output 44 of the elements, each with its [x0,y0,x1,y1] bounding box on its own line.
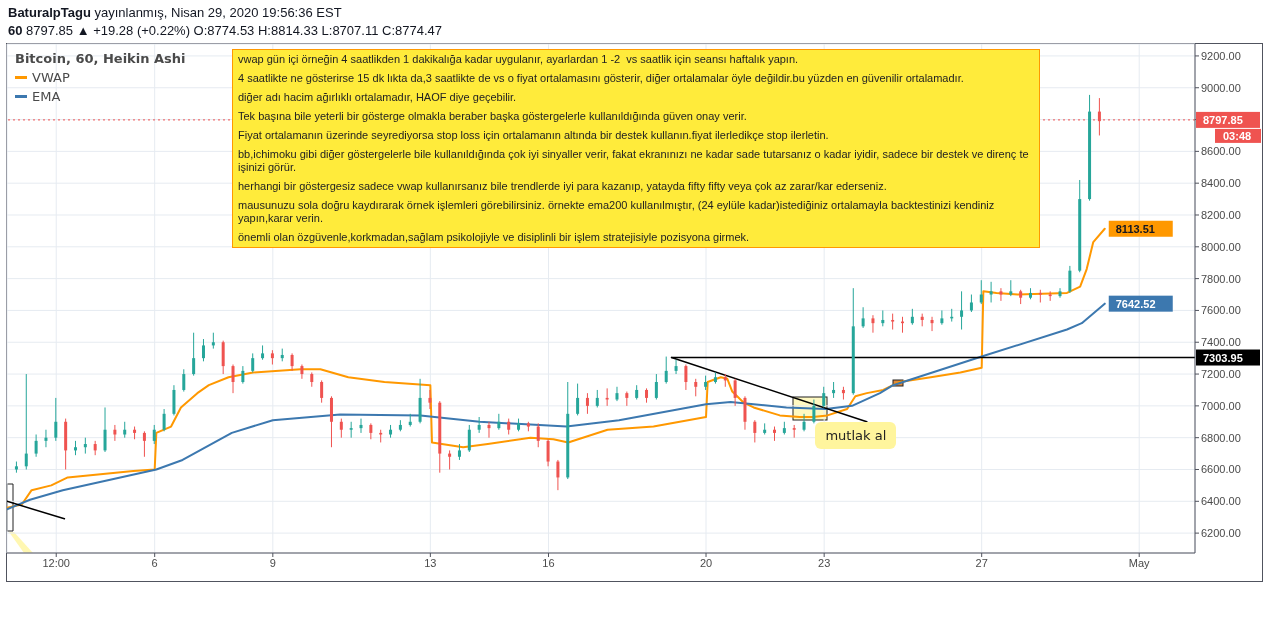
text: 03:48 [1223,129,1252,142]
y-tick-label: 6800.00 [1201,431,1241,444]
x-tick-label: 23 [818,556,831,569]
data-label: 8113.51 [1115,222,1155,235]
y-tick-label: 7600.00 [1201,304,1241,317]
y-tick-label: 6600.00 [1201,463,1241,476]
annotation: Fiyat ortalamanın üzerinde seyrediyorsa stop loss için ortalamanın altında bir destek kullanın.fiyat ilerledikçe stop ilerletin. [238,129,829,141]
annotation: mausunuzu sola doğru kaydırarak örnek işlemleri görebilirsiniz. örnekte ema200 kullanılmıştır, (24 eylüle kadar)istediğiniz ortalamayla backtestinizi kendiniz yapın,karar verin. [238,199,996,224]
y-tick-label: 9200.00 [1201,49,1241,62]
data-label: 7642.52 [1115,297,1156,310]
legend-label: EMA [32,89,61,104]
text: BaturalpTagu yayınlanmış, Nisan 29, 2020 19:56:36 EST [8,5,342,20]
y-tick-label: 8400.00 [1201,177,1241,190]
y-tick-label: 7200.00 [1201,367,1241,380]
text: 60 8797.85 ▲ +19.28 (+0.22%) O:8774.53 H:8814.33 L:8707.11 C:8774.47 [8,23,443,38]
text: Bitcoin, 60, Heikin Ashi [15,51,186,66]
x-tick-label: May [1128,556,1151,569]
annotation: 4 saatlikte ne gösterirse 15 dk lıkta da,3 saatlikte de vs o fiyat ortalamasını gösterir, diğer ortalamalar öyle değildir.bu yüzden en güvenilir ortalamadır. [238,72,964,84]
y-tick-label: 6200.00 [1201,527,1241,540]
annotation: mutlak al [825,428,887,444]
annotation: herhangi bir göstergesiz sadece vwap kullanırsanız bile trendlerde iyi para kazanıp, yatayda fifty fifty veya çok az zarar/kar ederseniz. [238,180,887,192]
annotation: Tek başına bile yeterli bir gösterge olmakla beraber başka göstergelerle kullanıldığında güven onay verir. [238,110,747,122]
y-tick-label: 6400.00 [1201,495,1241,508]
y-tick-label: 9000.00 [1201,81,1241,94]
annotation: diğer adı hacim ağırlıklı ortalamadır, HAOF diye geçebilir. [238,91,517,103]
x-tick-label: 16 [542,556,555,569]
x-tick-label: 6 [151,556,158,569]
y-tick-label: 8000.00 [1201,240,1241,253]
annotation: vwap gün içi örneğin 4 saatlikden 1 dakikalığa kadar uygulanır, ayarlardan 1 -2 vs saatlik için seansı haftalık yapın. [238,53,799,65]
x-tick-label: 12:00 [42,556,70,569]
y-tick-label: 7000.00 [1201,399,1241,412]
x-tick-label: 9 [269,556,276,569]
data-label: 7303.95 [1203,351,1243,364]
annotation: önemli olan özgüvenle,korkmadan,sağlam psikolojiyle ve disiplinli bir işlem stratejisiyle pozisyona girmek. [238,231,750,243]
x-tick-label: 20 [699,556,713,569]
x-tick-label: 13 [424,556,437,569]
y-tick-label: 7400.00 [1201,336,1241,349]
x-tick-label: 27 [975,556,988,569]
ref-line-label: 8797.85 [1203,113,1243,126]
y-tick-label: 8200.00 [1201,208,1241,221]
legend-label: VWAP [32,70,70,85]
y-tick-label: 7800.00 [1201,272,1241,285]
y-tick-label: 8600.00 [1201,145,1241,158]
annotation: bb,ichimoku gibi diğer göstergelerle bile kullanıldığında çok iyi sinyaller verir, fakat ekranınızı ne kadar sade tutarsanız o kadar iyidir, sadece bir destek ve direnç te işinizi görür. [238,148,1030,173]
